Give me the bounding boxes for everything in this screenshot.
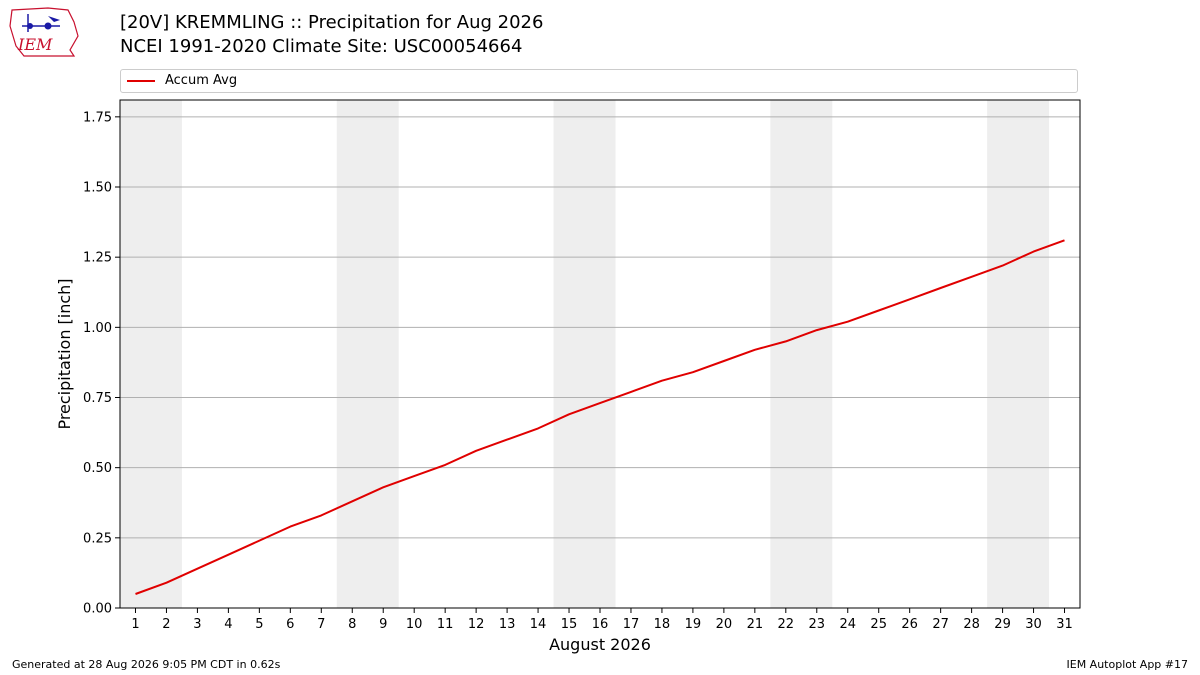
y-tick-label: 1.25	[83, 251, 112, 266]
x-tick-label: 26	[901, 617, 918, 632]
legend-swatch	[127, 80, 155, 82]
x-tick-label: 3	[193, 617, 201, 632]
y-tick-label: 0.50	[83, 461, 112, 476]
x-tick-label: 20	[716, 617, 733, 632]
x-tick-label: 29	[994, 617, 1011, 632]
x-tick-label: 8	[348, 617, 356, 632]
weekend-band	[987, 100, 1050, 608]
y-tick-label: 0.25	[83, 531, 112, 546]
weekend-band	[336, 100, 399, 608]
x-tick-label: 5	[255, 617, 263, 632]
y-axis-label: Precipitation [inch]	[55, 278, 74, 429]
weekend-band	[553, 100, 616, 608]
y-tick-label: 1.75	[83, 110, 112, 125]
legend-label: Accum Avg	[165, 73, 238, 88]
x-tick-label: 25	[870, 617, 887, 632]
x-tick-label: 14	[530, 617, 547, 632]
plot-frame	[119, 99, 1081, 609]
chart-subtitle: NCEI 1991-2020 Climate Site: USC00054664	[120, 36, 523, 57]
y-tick-label: 1.50	[83, 181, 112, 196]
footer-app: IEM Autoplot App #17	[1066, 658, 1189, 671]
x-tick-label: 19	[685, 617, 702, 632]
weekend-band	[120, 100, 182, 608]
x-tick-label: 7	[317, 617, 325, 632]
legend: Accum Avg	[120, 69, 1078, 93]
x-tick-label: 1	[131, 617, 139, 632]
x-tick-label: 6	[286, 617, 294, 632]
svg-text:IEM: IEM	[17, 35, 53, 54]
x-tick-label: 22	[778, 617, 795, 632]
y-tick-label: 1.00	[83, 321, 112, 336]
x-tick-label: 23	[809, 617, 826, 632]
x-tick-label: 2	[162, 617, 170, 632]
x-tick-label: 15	[561, 617, 578, 632]
y-tick-label: 0.00	[83, 602, 112, 617]
x-tick-label: 10	[406, 617, 423, 632]
x-tick-label: 27	[932, 617, 949, 632]
y-tick-label: 0.75	[83, 391, 112, 406]
x-tick-label: 17	[623, 617, 640, 632]
footer-generated: Generated at 28 Aug 2026 9:05 PM CDT in …	[12, 658, 281, 671]
weekend-band	[770, 100, 833, 608]
x-tick-label: 30	[1025, 617, 1042, 632]
x-tick-label: 4	[224, 617, 232, 632]
chart-title: [20V] KREMMLING :: Precipitation for Aug…	[120, 12, 544, 33]
x-tick-label: 13	[499, 617, 516, 632]
x-tick-label: 28	[963, 617, 980, 632]
x-tick-label: 11	[437, 617, 454, 632]
x-tick-label: 21	[747, 617, 764, 632]
x-tick-label: 12	[468, 617, 485, 632]
x-tick-label: 24	[839, 617, 856, 632]
x-tick-label: 9	[379, 617, 387, 632]
iem-logo: IEM	[9, 7, 79, 57]
x-tick-label: 31	[1056, 617, 1073, 632]
x-tick-label: 16	[592, 617, 609, 632]
series-line	[135, 239, 1065, 595]
x-axis-label: August 2026	[549, 635, 651, 654]
x-tick-label: 18	[654, 617, 671, 632]
